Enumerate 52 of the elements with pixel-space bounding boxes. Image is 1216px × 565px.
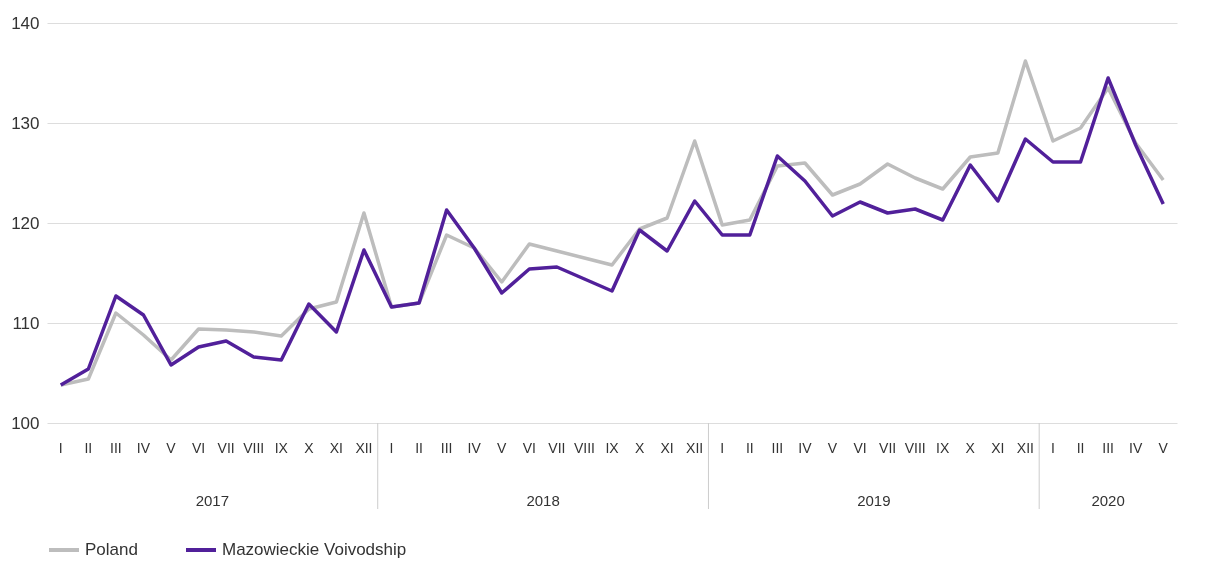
y-tick-label: 120 bbox=[11, 213, 40, 233]
x-tick-label: VI bbox=[853, 440, 867, 456]
x-tick-label: VII bbox=[879, 440, 897, 456]
x-tick-label: VII bbox=[548, 440, 566, 456]
x-tick-label: II bbox=[745, 440, 754, 456]
y-tick-label: 130 bbox=[11, 113, 40, 133]
legend-label: Mazowieckie Voivodship bbox=[222, 540, 407, 559]
x-tick-label: IV bbox=[798, 440, 813, 456]
x-tick-label: II bbox=[1076, 440, 1085, 456]
x-tick-label: I bbox=[389, 440, 394, 456]
x-tick-label: VIII bbox=[243, 440, 265, 456]
x-tick-label: XII bbox=[355, 440, 373, 456]
x-tick-label: XI bbox=[660, 440, 674, 456]
x-tick-label: V bbox=[1158, 440, 1169, 456]
x-tick-label: IX bbox=[936, 440, 950, 456]
x-tick-label: XII bbox=[1016, 440, 1034, 456]
x-tick-label: V bbox=[827, 440, 838, 456]
x-tick-label: XII bbox=[686, 440, 704, 456]
x-tick-label: I bbox=[720, 440, 725, 456]
x-tick-label: IV bbox=[1129, 440, 1143, 456]
x-tick-label: I bbox=[58, 440, 63, 456]
text: 2017 bbox=[195, 492, 230, 509]
x-tick-label: II bbox=[415, 440, 423, 456]
x-tick-label: IX bbox=[274, 440, 289, 456]
x-tick-label: VII bbox=[217, 440, 235, 456]
x-tick-label: X bbox=[304, 440, 315, 456]
x-tick-label: V bbox=[166, 440, 177, 456]
text: 2018 bbox=[526, 492, 560, 509]
x-tick-label: VI bbox=[191, 440, 206, 456]
text: 2019 bbox=[857, 492, 891, 509]
text: 2020 bbox=[1091, 492, 1125, 509]
x-tick-label: VIII bbox=[904, 440, 926, 456]
x-tick-label: IX bbox=[605, 440, 620, 456]
x-tick-label: VI bbox=[522, 440, 536, 456]
x-tick-label: III bbox=[1102, 440, 1114, 456]
x-tick-label: III bbox=[110, 440, 122, 456]
x-tick-label: X bbox=[965, 440, 976, 456]
x-tick-label: VIII bbox=[573, 440, 595, 456]
x-tick-label: XI bbox=[329, 440, 344, 456]
x-tick-label: IV bbox=[467, 440, 482, 456]
x-tick-label: I bbox=[1051, 440, 1055, 456]
x-tick-label: III bbox=[771, 440, 784, 456]
x-tick-label: IV bbox=[136, 440, 151, 456]
y-tick-label: 100 bbox=[11, 413, 40, 433]
x-tick-label: XI bbox=[991, 440, 1005, 456]
y-tick-label: 140 bbox=[11, 13, 40, 33]
x-tick-label: III bbox=[440, 440, 453, 456]
x-tick-label: V bbox=[497, 440, 508, 456]
x-tick-label: II bbox=[84, 440, 93, 456]
y-tick-label: 110 bbox=[12, 313, 40, 333]
legend-label: Poland bbox=[85, 540, 138, 559]
x-tick-label: X bbox=[634, 440, 645, 456]
